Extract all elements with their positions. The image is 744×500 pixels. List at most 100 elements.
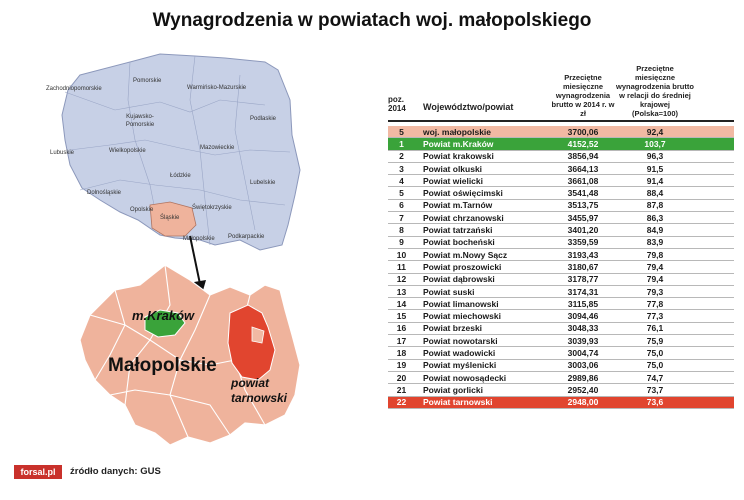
cell-ratio: 75,0: [646, 347, 664, 358]
label-dolnoslaskie: Dolnośląskie: [87, 190, 122, 196]
cell-ratio: 74,7: [646, 372, 664, 383]
cell-name: Powiat nowotarski: [423, 335, 498, 346]
cell-value: 3401,20: [567, 225, 599, 236]
header-poz: poz. 2014: [388, 94, 406, 114]
table-row: 13 Powiat suski 3174,31 79,3: [388, 286, 734, 299]
poland-map: [61, 53, 301, 251]
table-row: 22 Powiat tarnowski 2948,00 73,6: [388, 396, 734, 409]
label-swietokrzyskie: Świętokrzyskie: [192, 205, 232, 211]
cell-name: Powiat limanowski: [423, 298, 499, 309]
cell-poz: 1: [399, 138, 404, 149]
table-row: 3 Powiat olkuski 3664,13 91,5: [388, 163, 734, 176]
label-mazowieckie: Mazowieckie: [200, 145, 235, 151]
table-row: 5 woj. małopolskie 3700,06 92,4: [388, 126, 734, 139]
cell-poz: 18: [396, 347, 407, 358]
cell-ratio: 91,4: [646, 175, 664, 186]
cell-ratio: 92,4: [646, 126, 664, 137]
label-podkarpackie: Podkarpackie: [228, 234, 265, 240]
label-wielkopolskie: Wielkopolskie: [109, 148, 146, 154]
malopolska-label: Małopolskie: [108, 355, 217, 376]
cell-value: 3115,85: [567, 298, 599, 309]
cell-poz: 14: [396, 298, 407, 309]
table-row: 10 Powiat m.Nowy Sącz 3193,43 79,8: [388, 249, 734, 262]
label-slaskie: Śląskie: [160, 215, 180, 221]
salary-table: poz. 2014 Województwo/powiat Przeciętne …: [388, 56, 734, 409]
cell-ratio: 75,9: [646, 335, 664, 346]
header-name: Województwo/powiat: [423, 102, 514, 112]
cell-poz: 11: [397, 261, 406, 272]
cell-name: Powiat gorlicki: [423, 384, 483, 395]
tarnow-label-line1: powiat: [231, 376, 269, 390]
cell-value: 3359,59: [567, 237, 599, 248]
cell-ratio: 83,9: [646, 237, 664, 248]
cell-ratio: 103,7: [644, 138, 666, 149]
tarnow-region: [227, 304, 276, 381]
table-row: 21 Powiat gorlicki 2952,40 73,7: [388, 384, 734, 397]
cell-value: 2952,40: [567, 384, 599, 395]
cell-name: woj. małopolskie: [423, 126, 492, 137]
cell-name: Powiat myślenicki: [423, 360, 497, 371]
table-row: 12 Powiat dąbrowski 3178,77 79,4: [388, 274, 734, 286]
label-lubelskie: Lubelskie: [250, 180, 276, 186]
table-row: 19 Powiat myślenicki 3003,06 75,0: [388, 360, 734, 372]
cell-ratio: 73,6: [646, 397, 664, 408]
cell-name: Powiat dąbrowski: [423, 274, 495, 285]
header-value: Przeciętne miesięczne wynagrodzenia brut…: [551, 73, 615, 118]
cell-value: 3048,33: [567, 323, 599, 334]
malopolska-highlight: [149, 201, 197, 237]
cell-value: 3174,31: [567, 286, 599, 297]
label-zachodniopomorskie: Zachodniopomorskie: [46, 86, 102, 92]
label-pomorskie: Pomorskie: [133, 78, 162, 84]
cell-poz: 19: [396, 360, 407, 371]
table-row: 14 Powiat limanowski 3115,85 77,8: [388, 298, 734, 311]
table-row: 4 Powiat wielicki 3661,08 91,4: [388, 175, 734, 188]
cell-ratio: 79,3: [646, 286, 664, 297]
label-lubuskie: Lubuskie: [50, 150, 75, 156]
cell-ratio: 77,3: [646, 311, 664, 322]
table-row: 11 Powiat proszowicki 3180,67 79,4: [388, 261, 734, 274]
table-row: 2 Powiat krakowski 3856,94 96,3: [388, 151, 734, 163]
cell-value: 3700,06: [567, 126, 599, 137]
table-row: 9 Powiat bocheński 3359,59 83,9: [388, 237, 734, 249]
table-row: 20 Powiat nowosądecki 2989,86 74,7: [388, 372, 734, 385]
cell-ratio: 76,1: [646, 323, 664, 334]
cell-name: Powiat wielicki: [423, 175, 483, 186]
header-ratio: Przeciętne miesięczne wynagrodzenia brut…: [616, 64, 694, 118]
tarnow-label-line2: tarnowski: [231, 391, 288, 405]
krakow-region: [144, 309, 186, 338]
cell-name: Powiat chrzanowski: [423, 212, 504, 223]
table-row: 16 Powiat brzeski 3048,33 76,1: [388, 323, 734, 336]
cell-poz: 22: [396, 397, 407, 408]
cell-value: 3004,74: [567, 347, 599, 358]
cell-value: 3193,43: [567, 249, 599, 260]
cell-poz: 15: [396, 311, 407, 322]
cell-name: Powiat krakowski: [423, 151, 494, 162]
page-title: Wynagrodzenia w powiatach woj. małopolsk…: [152, 10, 592, 31]
cell-ratio: 88,4: [646, 188, 664, 199]
cell-value: 3856,94: [567, 151, 599, 162]
table-row: 5 Powiat oświęcimski 3541,48 88,4: [388, 187, 734, 200]
cell-name: Powiat tatrzański: [423, 225, 493, 236]
table-body: 5 woj. małopolskie 3700,06 92,4 1 Powiat m.Kr…: [388, 126, 734, 409]
cell-poz: 13: [396, 286, 407, 297]
cell-name: Powiat wadowicki: [423, 347, 496, 358]
cell-poz: 9: [399, 237, 404, 248]
cell-ratio: 84,9: [646, 225, 664, 236]
cell-name: Powiat m.Tarnów: [423, 200, 493, 211]
label-podlaskie: Podlaskie: [250, 116, 277, 122]
cell-poz: 17: [396, 335, 407, 346]
cell-poz: 6: [399, 200, 404, 211]
cell-ratio: 87,8: [646, 200, 664, 211]
cell-ratio: 79,8: [646, 249, 664, 260]
cell-poz: 7: [399, 212, 404, 223]
cell-ratio: 75,0: [646, 360, 664, 371]
label-lodzkie: Łódzkie: [170, 173, 191, 179]
data-source: źródło danych: GUS: [70, 466, 161, 477]
cell-poz: 3: [399, 163, 404, 174]
cell-value: 3513,75: [567, 200, 599, 211]
cell-name: Powiat miechowski: [423, 311, 501, 322]
cell-ratio: 77,8: [646, 298, 664, 309]
cell-ratio: 91,5: [646, 163, 664, 174]
cell-ratio: 73,7: [646, 384, 664, 395]
cell-poz: 10: [396, 249, 407, 260]
